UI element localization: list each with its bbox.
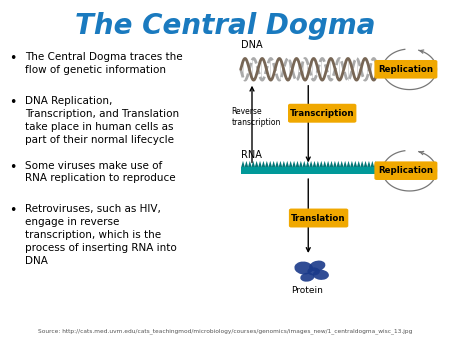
Text: •: • [9,52,16,65]
FancyBboxPatch shape [374,60,437,78]
Polygon shape [245,161,248,167]
Polygon shape [275,161,279,167]
Polygon shape [340,161,343,167]
Polygon shape [255,161,258,167]
Polygon shape [302,161,306,167]
Polygon shape [367,161,371,167]
Polygon shape [333,161,337,167]
Text: Reverse
transcription: Reverse transcription [232,106,281,127]
Polygon shape [350,161,354,167]
Polygon shape [241,161,245,167]
Polygon shape [374,161,378,167]
Polygon shape [313,161,316,167]
Polygon shape [326,161,330,167]
Text: DNA Replication,
Transcription, and Translation
take place in human cells as
par: DNA Replication, Transcription, and Tran… [25,96,179,145]
Text: Some viruses make use of
RNA replication to reproduce: Some viruses make use of RNA replication… [25,161,176,183]
Polygon shape [316,161,320,167]
Ellipse shape [313,270,329,280]
Polygon shape [279,161,282,167]
Ellipse shape [307,267,320,275]
Polygon shape [248,161,252,167]
Text: Transcription: Transcription [290,109,355,118]
Polygon shape [330,161,333,167]
Text: Retroviruses, such as HIV,
engage in reverse
transcription, which is the
process: Retroviruses, such as HIV, engage in rev… [25,204,176,266]
Text: Protein: Protein [291,286,323,295]
Polygon shape [252,161,255,167]
Text: Replication: Replication [378,65,433,74]
Polygon shape [364,161,367,167]
Ellipse shape [294,262,313,274]
Polygon shape [296,161,299,167]
Text: Replication: Replication [378,166,433,175]
Polygon shape [337,161,340,167]
Polygon shape [309,161,313,167]
Polygon shape [343,161,347,167]
Text: The Central Dogma: The Central Dogma [75,12,375,40]
Polygon shape [292,161,296,167]
Text: •: • [9,96,16,109]
Polygon shape [258,161,262,167]
Text: •: • [9,161,16,173]
Polygon shape [370,161,374,167]
FancyBboxPatch shape [288,104,356,123]
Text: •: • [9,204,16,217]
Polygon shape [269,161,272,167]
Polygon shape [306,161,310,167]
Text: The Central Dogma traces the
flow of genetic information: The Central Dogma traces the flow of gen… [25,52,182,75]
Polygon shape [357,161,360,167]
Polygon shape [323,161,327,167]
Polygon shape [346,161,350,167]
Polygon shape [360,161,364,167]
Polygon shape [289,161,293,167]
Text: RNA: RNA [241,149,261,160]
Polygon shape [354,161,357,167]
Ellipse shape [309,261,325,271]
Polygon shape [320,161,323,167]
Text: Source: http://cats.med.uvm.edu/cats_teachingmod/microbiology/courses/genomics/i: Source: http://cats.med.uvm.edu/cats_tea… [38,328,412,334]
FancyBboxPatch shape [241,167,378,174]
Text: Translation: Translation [291,214,346,222]
Polygon shape [261,161,265,167]
Polygon shape [299,161,303,167]
Ellipse shape [300,273,315,282]
Polygon shape [282,161,286,167]
FancyBboxPatch shape [289,209,348,227]
Text: DNA: DNA [241,40,262,50]
Polygon shape [272,161,275,167]
Polygon shape [285,161,289,167]
FancyBboxPatch shape [374,162,437,180]
Polygon shape [265,161,269,167]
